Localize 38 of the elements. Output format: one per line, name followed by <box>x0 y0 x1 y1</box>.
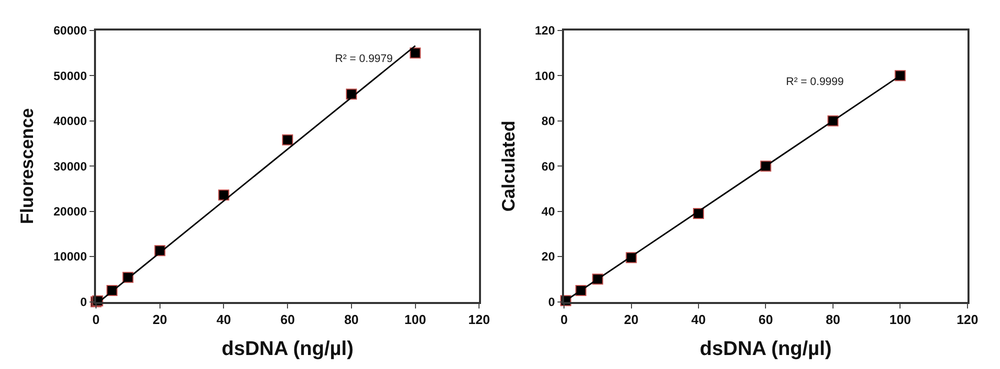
y-tick-label: 0 <box>80 294 88 309</box>
y-tick-label: 50000 <box>54 68 88 83</box>
annotation: R² = 0.9979 <box>335 53 393 65</box>
x-tick-label: 20 <box>624 312 639 328</box>
x-tick-label: 120 <box>956 312 978 328</box>
x-axis-title: dsDNA (ng/µl) <box>700 338 832 360</box>
y-tick-label: 20 <box>542 250 556 264</box>
point <box>894 70 906 82</box>
x-tick-label: 60 <box>280 312 295 328</box>
x-tick-label: 0 <box>92 312 100 328</box>
y-tick-label: 0 <box>548 294 556 309</box>
x-tick-label: 100 <box>889 312 912 328</box>
y-tick-label: 40 <box>542 204 556 218</box>
point <box>410 48 421 59</box>
y-axis-title: Fluorescence <box>17 108 38 224</box>
y-tick-label: 60000 <box>54 24 88 38</box>
x-tick-label: 20 <box>152 312 168 328</box>
x-tick-label: 80 <box>344 312 359 328</box>
point <box>282 134 294 146</box>
y-tick-label: 60 <box>542 159 556 174</box>
x-tick-label: 100 <box>404 312 426 328</box>
y-tick-label: 80 <box>542 114 556 128</box>
annotation: R² = 0.9999 <box>786 76 844 88</box>
y-tick-label: 40000 <box>54 114 88 128</box>
x-tick-label: 40 <box>216 312 231 328</box>
y-axis-title: Calculated <box>498 120 519 212</box>
point <box>218 190 230 201</box>
y-tick-label: 10000 <box>54 250 88 264</box>
x-tick-label: 0 <box>560 312 568 328</box>
x-tick-label: 80 <box>826 312 840 328</box>
y-tick-label: 30000 <box>54 159 88 174</box>
x-tick-label: 60 <box>758 312 773 328</box>
x-tick-label: 40 <box>691 312 706 328</box>
y-tick-label: 20000 <box>54 204 88 218</box>
x-tick-label: 120 <box>468 312 490 328</box>
x-axis-title: dsDNA (ng/µl) <box>222 338 354 360</box>
y-tick-label: 100 <box>534 68 556 83</box>
y-tick-label: 120 <box>534 24 556 38</box>
